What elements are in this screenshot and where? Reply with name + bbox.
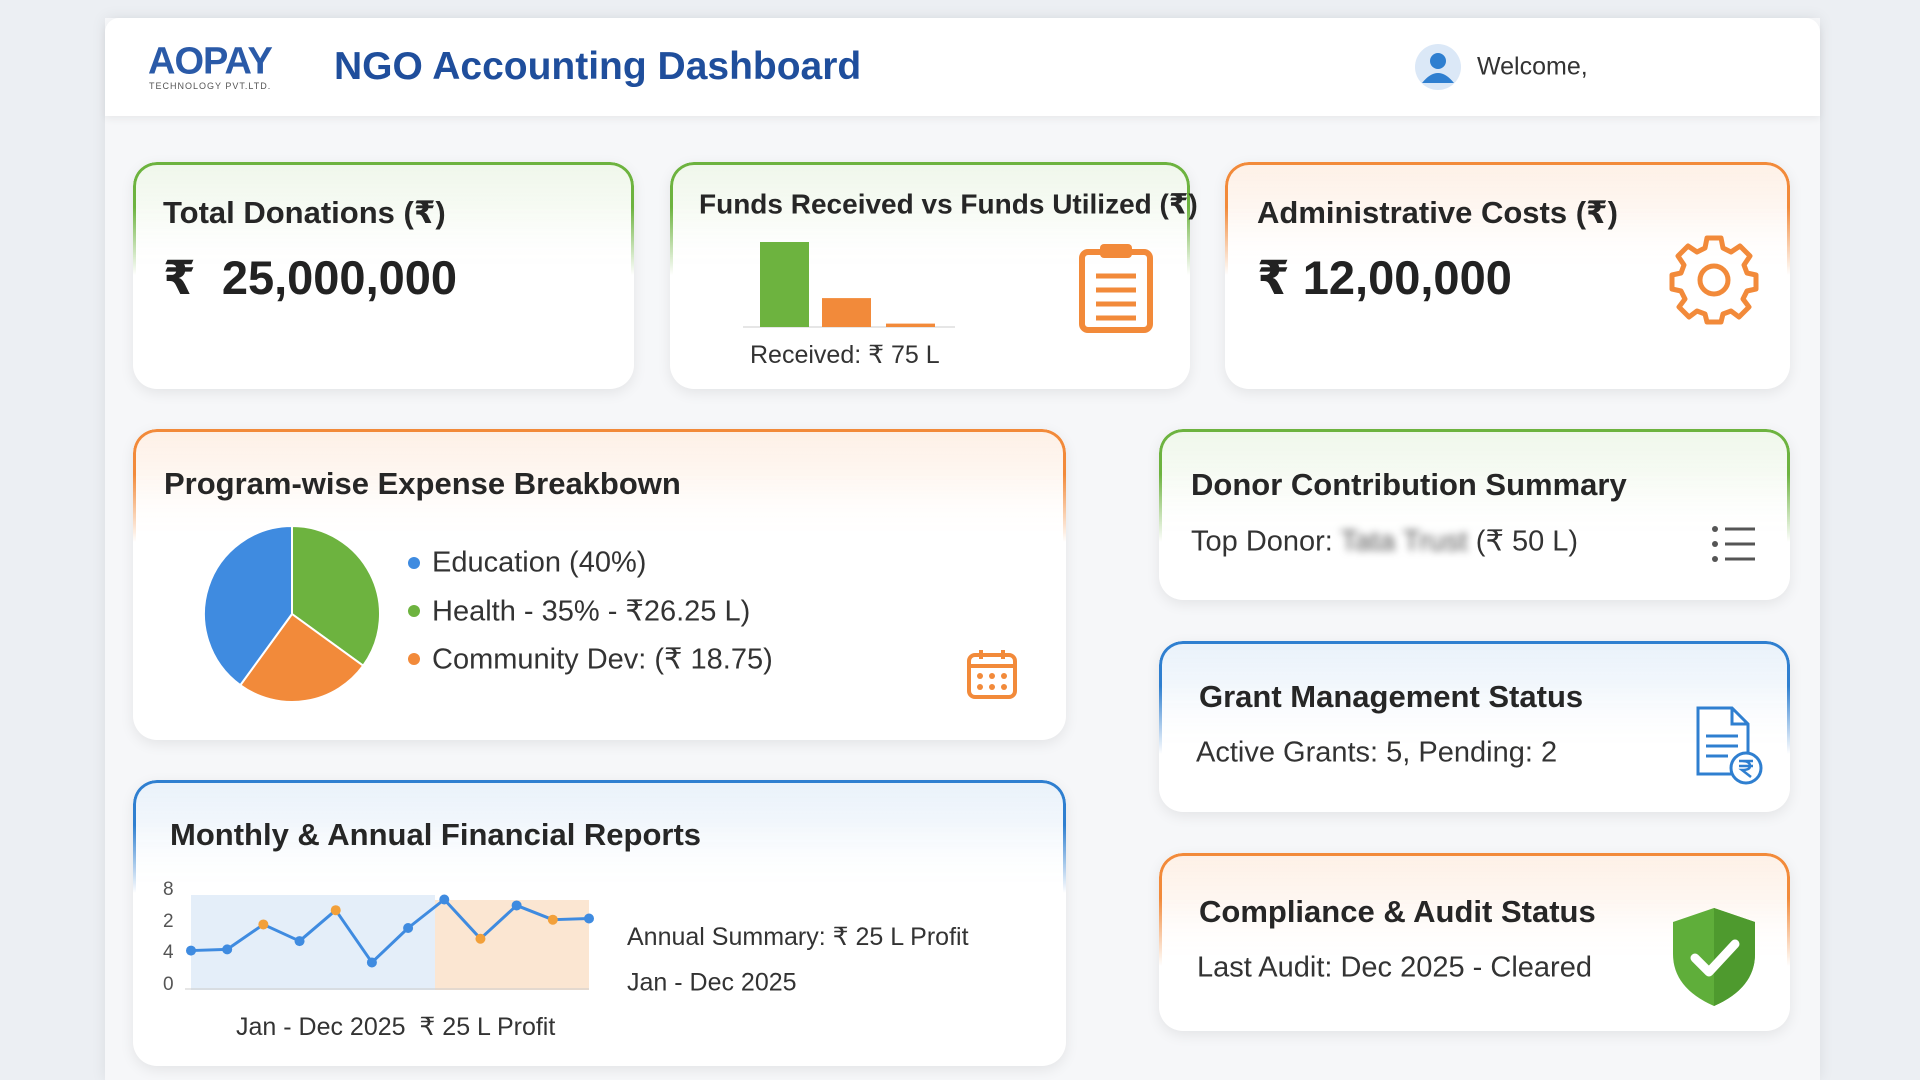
- legend-dot: [408, 557, 420, 569]
- legend-label: Education (40%): [432, 546, 647, 579]
- pie-slice: [203, 524, 293, 687]
- grant-text: Active Grants: 5, Pending: 2: [1196, 736, 1558, 769]
- bar: [760, 242, 809, 327]
- card-title: Grant Management Status: [1199, 679, 1584, 714]
- chart-shading: [191, 895, 435, 990]
- data-point: [366, 957, 377, 968]
- grant-card: [1159, 641, 1790, 812]
- welcome-text: Welcome,: [1477, 52, 1588, 81]
- data-point: [222, 944, 233, 955]
- donor-label: Top Donor:: [1191, 525, 1333, 558]
- card-value: ₹ 12,00,000: [1257, 251, 1512, 304]
- donor-card: [1159, 429, 1790, 600]
- data-point: [294, 936, 305, 947]
- y-tick-label: 0: [163, 974, 174, 995]
- list-icon: [1712, 526, 1755, 562]
- page-title: NGO Accounting Dashboard: [334, 45, 862, 88]
- data-point: [511, 900, 522, 911]
- calendar-icon: [967, 650, 1017, 699]
- compliance-text: Last Audit: Dec 2025 - Cleared: [1197, 951, 1592, 984]
- bar: [822, 298, 871, 327]
- data-point: [403, 923, 414, 933]
- data-point: [475, 933, 486, 944]
- y-tick-label: 4: [163, 942, 174, 964]
- bar: [886, 323, 935, 327]
- monthly-line-chart: [185, 894, 594, 990]
- data-line: [190, 898, 590, 964]
- chart-annotation: Received: ₹ 75 L: [750, 341, 940, 369]
- donor-line: Top Donor: Tata Trust (₹ 50 L): [1191, 524, 1578, 559]
- logo-subtitle: TECHNOLOGY PVT.LTD.: [149, 81, 272, 91]
- x-axis-label: Jan - Dec 2025 ₹ 25 L Profit: [236, 1013, 556, 1041]
- card-title: Administrative Costs (₹): [1257, 195, 1618, 230]
- shield-icon: [1673, 908, 1755, 1006]
- donor-name: Tata Trust: [1340, 525, 1468, 558]
- y-tick-label: 2: [163, 910, 174, 932]
- annual-summary: Annual Summary: ₹ 25 L Profit: [627, 923, 969, 951]
- expense-pie-chart: [203, 524, 420, 703]
- data-point: [258, 919, 269, 930]
- clipboard-icon: [1079, 244, 1153, 333]
- logo[interactable]: AOPAY: [148, 40, 273, 83]
- card-title: Funds Received vs Funds Utilized (₹): [699, 188, 1198, 220]
- annual-period: Jan - Dec 2025: [627, 968, 797, 997]
- total-donations-card: [133, 162, 634, 389]
- data-point: [439, 894, 450, 905]
- card-value: ₹ 25,000,000: [163, 251, 458, 304]
- card-title: Monthly & Annual Financial Reports: [170, 817, 702, 852]
- pie-slice: [238, 612, 365, 703]
- data-point: [584, 913, 594, 924]
- chart-shading: [435, 900, 589, 990]
- legend-dot: [408, 653, 420, 665]
- funds-bar-chart: [743, 242, 955, 328]
- header: [105, 18, 1820, 116]
- data-point: [186, 945, 196, 956]
- card-title: Donor Contribution Summary: [1191, 467, 1627, 502]
- card-title: Total Donations (₹): [163, 195, 446, 230]
- card-title: Program-wise Expense Breakbown: [164, 466, 681, 501]
- user-avatar[interactable]: [1414, 43, 1462, 91]
- pie-slice: [291, 524, 381, 668]
- grant-document-icon: [1696, 706, 1763, 785]
- y-tick-label: 8: [163, 879, 174, 900]
- data-point: [547, 914, 558, 925]
- donor-amount: (₹ 50 L): [1475, 525, 1579, 558]
- admin-costs-card: [1225, 162, 1790, 389]
- gear-icon: [1669, 235, 1759, 325]
- card-title: Compliance & Audit Status: [1199, 894, 1596, 929]
- legend-dot: [408, 605, 420, 617]
- legend-label: Health - 35% - ₹26.25 L): [432, 595, 751, 628]
- data-point: [330, 905, 341, 916]
- legend-label: Community Dev: (₹ 18.75): [432, 643, 773, 676]
